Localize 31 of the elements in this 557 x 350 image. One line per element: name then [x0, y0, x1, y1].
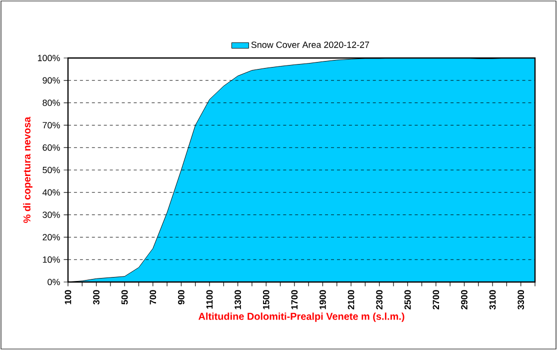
x-tick-label: 500 [121, 290, 128, 304]
y-tick-label: 60% [42, 144, 60, 151]
x-tick-label: 900 [178, 290, 184, 304]
y-tick-label: 50% [42, 166, 60, 174]
y-axis-title: % di copertura nevosa [23, 116, 32, 223]
x-tick-label: 1500 [262, 290, 270, 310]
y-tick-label: 30% [42, 212, 60, 218]
x-tick-label: 300 [93, 290, 100, 305]
x-tick-label: 1700 [291, 290, 298, 310]
legend-label: Snow Cover Area 2020-12-27 [251, 42, 370, 48]
x-tick-label: 2300 [376, 290, 383, 310]
y-tick-label: 90% [42, 77, 60, 84]
x-tick-label: 3300 [518, 290, 524, 310]
y-tick-label: 70% [42, 122, 60, 128]
x-tick-label: 1300 [234, 290, 241, 310]
y-tick-label: 80% [42, 100, 60, 106]
x-tick-label: 2900 [461, 290, 468, 310]
x-tick-label: 2500 [404, 290, 411, 310]
x-tick-label: 700 [150, 290, 156, 304]
y-tick-label: 40% [42, 189, 60, 196]
x-tick-label: 2100 [348, 290, 354, 310]
x-tick-label: 2700 [432, 290, 440, 310]
x-tick-label: 100 [64, 290, 72, 304]
y-tick-label: 100% [38, 54, 60, 62]
y-tick-label: 10% [42, 256, 60, 263]
x-axis-title: Altitudine Dolomiti-Prealpi Venete m (s.l.m.) [198, 312, 404, 322]
x-tick-label: 3100 [489, 290, 496, 310]
x-tick-label: 1100 [206, 290, 213, 309]
x-tick-label: 1900 [320, 290, 326, 310]
y-tick-label: 0% [48, 278, 60, 286]
y-tick-label: 20% [42, 234, 60, 240]
